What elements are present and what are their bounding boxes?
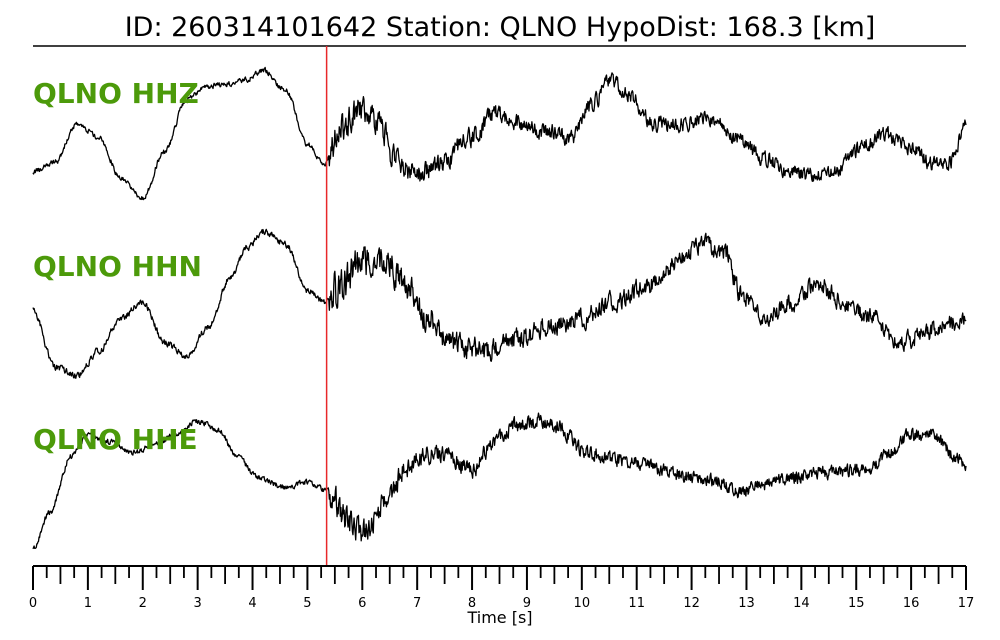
x-axis-ticks — [32, 566, 967, 590]
chart-title: ID: 260314101642 Station: QLNO HypoDist:… — [125, 12, 876, 43]
waveform-trace-qlno-hhz — [32, 66, 967, 201]
x-tick-label: 15 — [848, 596, 865, 611]
x-tick-label: 13 — [738, 596, 755, 611]
x-axis-label: Time [s] — [466, 608, 532, 627]
x-tick-label: 4 — [248, 596, 256, 611]
waveform-trace-qlno-hhn — [32, 228, 967, 379]
trace-label-qlno-hhz: QLNO HHZ — [33, 77, 199, 110]
x-tick-label: 17 — [958, 596, 975, 611]
x-tick-label: 5 — [303, 596, 311, 611]
x-tick-label: 8 — [468, 596, 476, 611]
x-tick-label: 12 — [683, 596, 700, 611]
x-tick-label: 2 — [139, 596, 147, 611]
x-tick-label: 6 — [358, 596, 366, 611]
x-tick-label: 16 — [903, 596, 920, 611]
waveform-trace-qlno-hhe — [32, 412, 967, 550]
trace-label-qlno-hhn: QLNO HHN — [33, 250, 202, 283]
x-tick-label: 9 — [523, 596, 531, 611]
x-tick-label: 1 — [84, 596, 92, 611]
trace-label-qlno-hhe: QLNO HHE — [33, 423, 198, 456]
x-tick-label: 0 — [29, 596, 37, 611]
x-tick-label: 10 — [574, 596, 591, 611]
x-axis: 0 1 2 3 4 5 6 7 8 9 10 11 12 13 14 15 16 17 Time [s] — [29, 565, 974, 627]
x-tick-label: 11 — [628, 596, 645, 611]
x-tick-label: 3 — [194, 596, 202, 611]
trace-group: QLNO HHZ QLNO HHN QLNO HHE — [32, 66, 967, 550]
x-axis-tick-labels: 0 1 2 3 4 5 6 7 8 9 10 11 12 13 14 15 16 17 — [29, 596, 974, 611]
x-tick-label: 7 — [413, 596, 421, 611]
x-tick-label: 14 — [793, 596, 810, 611]
